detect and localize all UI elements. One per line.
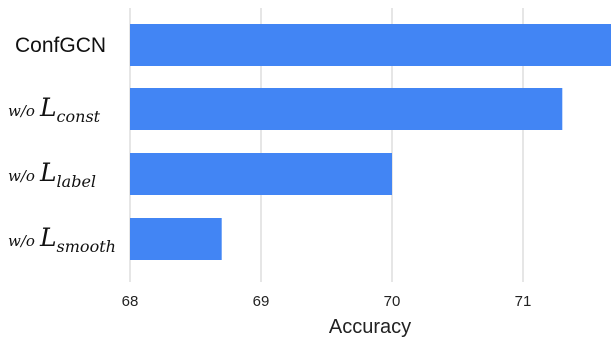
x-axis-ticks: 68 69 70 71 [122,293,532,310]
category-prefix: w/o [8,167,35,185]
category-symbol: L [39,158,57,187]
bar [130,24,611,66]
category-prefix: w/o [8,232,35,250]
bar [130,153,392,195]
category-subscript: smooth [57,237,116,256]
x-tick-label: 68 [122,293,139,310]
bar [130,88,563,130]
category-symbol: L [39,93,57,122]
x-tick-label: 70 [384,293,401,310]
category-label: ConfGCN [15,34,106,57]
x-axis-title: Accuracy [329,316,411,337]
bars [130,24,611,260]
x-tick-label: 71 [515,293,532,310]
category-symbol: L [39,223,57,252]
bar [130,218,222,260]
category-label: w/o Lsmooth [8,223,116,256]
category-subscript: label [57,172,96,191]
category-subscript: const [57,107,101,126]
category-prefix: w/o [8,102,35,120]
x-tick-label: 69 [253,293,270,310]
category-label: w/o Llabel [8,158,96,191]
category-label: w/o Lconst [8,93,101,126]
